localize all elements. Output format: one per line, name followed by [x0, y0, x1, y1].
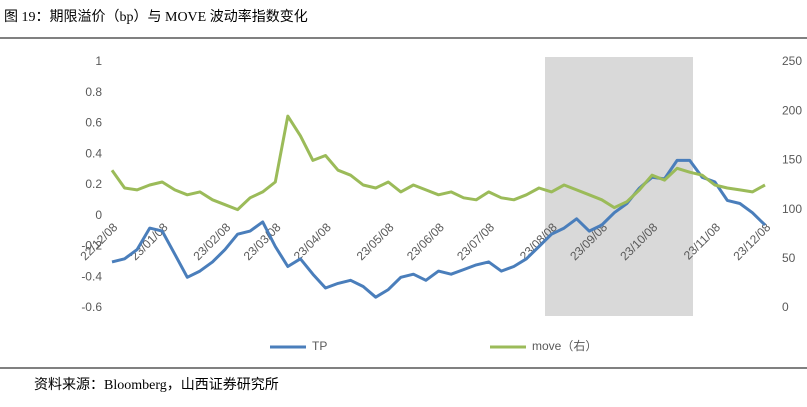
source-note: 资料来源：Bloomberg，山西证券研究所 [34, 377, 279, 393]
series-line [110, 114, 766, 212]
y-tick-label: -0.2 [81, 239, 102, 253]
y2-tick-label: 0 [782, 300, 789, 314]
x-tick-label: 23/03/08 [241, 220, 284, 263]
y2-tick-label: 100 [782, 202, 802, 216]
x-tick-label: 23/12/08 [730, 220, 773, 263]
x-tick-label: 23/07/08 [454, 220, 497, 263]
x-tick-label: 23/04/08 [291, 220, 334, 263]
y-tick-label: 0.2 [85, 177, 102, 191]
y-tick-label: 0.4 [85, 146, 102, 160]
y-tick-label: 0.8 [85, 85, 102, 99]
legend-label: TP [312, 339, 327, 353]
y-tick-label: 0.6 [85, 116, 102, 130]
x-tick-label: 23/06/08 [404, 220, 447, 263]
y2-tick-label: 50 [782, 251, 796, 265]
x-tick-label: 23/05/08 [354, 220, 397, 263]
y2-tick-label: 200 [782, 103, 802, 117]
y-tick-label: 0 [95, 208, 102, 222]
y2-tick-label: 250 [782, 54, 802, 68]
x-tick-label: 23/01/08 [128, 220, 171, 263]
y-tick-label: -0.4 [81, 269, 102, 283]
chart-title: 图 19：期限溢价（bp）与 MOVE 波动率指数变化 [4, 8, 308, 25]
legend-label: move（右） [532, 338, 597, 353]
y2-tick-label: 150 [782, 153, 802, 167]
y-tick-label: 1 [95, 54, 102, 68]
x-tick-label: 23/02/08 [190, 220, 233, 263]
y-tick-label: -0.6 [81, 300, 102, 314]
